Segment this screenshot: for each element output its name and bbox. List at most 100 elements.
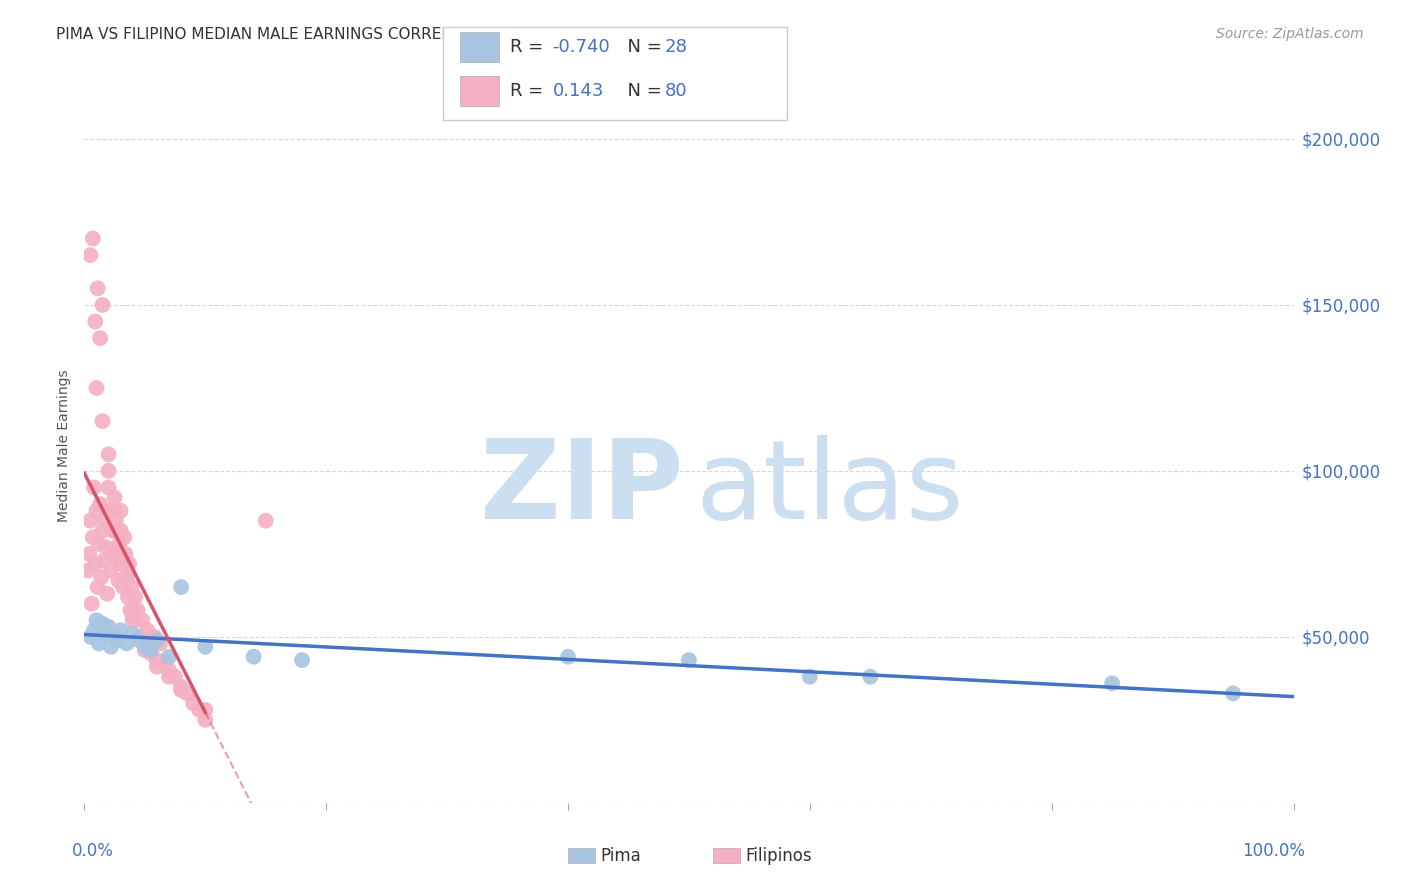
Point xyxy=(291,653,314,667)
Point xyxy=(100,640,122,654)
Point xyxy=(79,248,101,262)
Point xyxy=(557,649,579,664)
Point xyxy=(115,570,138,584)
Point xyxy=(103,547,125,561)
Point xyxy=(110,504,132,518)
Point xyxy=(127,603,149,617)
Point xyxy=(96,587,118,601)
Text: -0.740: -0.740 xyxy=(553,38,610,56)
Point xyxy=(94,626,117,640)
Point xyxy=(86,281,108,295)
Text: N =: N = xyxy=(616,38,668,56)
Point xyxy=(87,636,110,650)
Point xyxy=(129,630,152,644)
Point xyxy=(170,680,193,694)
Point xyxy=(134,643,156,657)
Point xyxy=(83,624,105,638)
Point xyxy=(86,613,108,627)
Point xyxy=(104,630,127,644)
Point xyxy=(94,540,117,554)
Text: Source: ZipAtlas.com: Source: ZipAtlas.com xyxy=(1216,27,1364,41)
Point xyxy=(136,624,159,638)
Point xyxy=(176,686,198,700)
Point xyxy=(194,640,217,654)
Point xyxy=(79,514,101,528)
Text: Filipinos: Filipinos xyxy=(745,847,813,864)
Point xyxy=(104,524,127,538)
Point xyxy=(77,547,100,561)
Point xyxy=(101,524,124,538)
Point xyxy=(104,491,127,505)
Point xyxy=(242,649,264,664)
Point xyxy=(89,331,111,345)
Point xyxy=(98,504,121,518)
Point xyxy=(82,530,104,544)
Point xyxy=(87,537,110,551)
Point xyxy=(157,649,180,664)
Point xyxy=(188,703,211,717)
Text: 0.0%: 0.0% xyxy=(72,842,114,860)
Point xyxy=(157,670,180,684)
Text: ZIP: ZIP xyxy=(479,435,683,542)
Text: 80: 80 xyxy=(665,82,688,101)
Point xyxy=(104,514,127,528)
Point xyxy=(111,557,134,571)
Point xyxy=(97,447,120,461)
Point xyxy=(120,603,142,617)
Point xyxy=(165,670,187,684)
Point xyxy=(134,640,156,654)
Text: 28: 28 xyxy=(665,38,688,56)
Point xyxy=(110,547,132,561)
Point xyxy=(93,553,115,567)
Point xyxy=(121,580,143,594)
Point xyxy=(115,636,138,650)
Point xyxy=(139,643,162,657)
Point xyxy=(91,616,114,631)
Point xyxy=(79,630,101,644)
Text: R =: R = xyxy=(510,38,550,56)
Point xyxy=(118,557,141,571)
Point xyxy=(146,659,169,673)
Point xyxy=(121,613,143,627)
Point xyxy=(121,626,143,640)
Text: 0.143: 0.143 xyxy=(553,82,605,101)
Point xyxy=(108,537,131,551)
Point xyxy=(157,663,180,677)
Point xyxy=(97,464,120,478)
Point xyxy=(110,624,132,638)
Point xyxy=(100,564,122,578)
Point xyxy=(170,682,193,697)
Point xyxy=(143,630,166,644)
Point xyxy=(110,524,132,538)
Point xyxy=(128,633,150,648)
Point xyxy=(194,713,217,727)
Text: PIMA VS FILIPINO MEDIAN MALE EARNINGS CORRELATION CHART: PIMA VS FILIPINO MEDIAN MALE EARNINGS CO… xyxy=(56,27,553,42)
Point xyxy=(146,633,169,648)
Point xyxy=(194,703,217,717)
Text: 100.0%: 100.0% xyxy=(1243,842,1306,860)
Text: N =: N = xyxy=(616,82,668,101)
Text: atlas: atlas xyxy=(695,435,963,542)
Point xyxy=(91,414,114,428)
Point xyxy=(134,640,156,654)
Point xyxy=(115,570,138,584)
Point xyxy=(112,530,135,544)
Point xyxy=(799,670,821,684)
Point xyxy=(181,696,204,710)
Point xyxy=(121,603,143,617)
Point xyxy=(105,553,128,567)
Point xyxy=(170,580,193,594)
Point xyxy=(107,633,129,648)
Point xyxy=(149,636,172,650)
Point xyxy=(131,613,153,627)
Point xyxy=(146,653,169,667)
Point xyxy=(91,298,114,312)
Point xyxy=(139,647,162,661)
FancyBboxPatch shape xyxy=(713,847,740,863)
Point xyxy=(1101,676,1123,690)
Point xyxy=(678,653,700,667)
Point xyxy=(254,514,277,528)
Text: R =: R = xyxy=(510,82,550,101)
Point xyxy=(134,636,156,650)
Point xyxy=(112,580,135,594)
